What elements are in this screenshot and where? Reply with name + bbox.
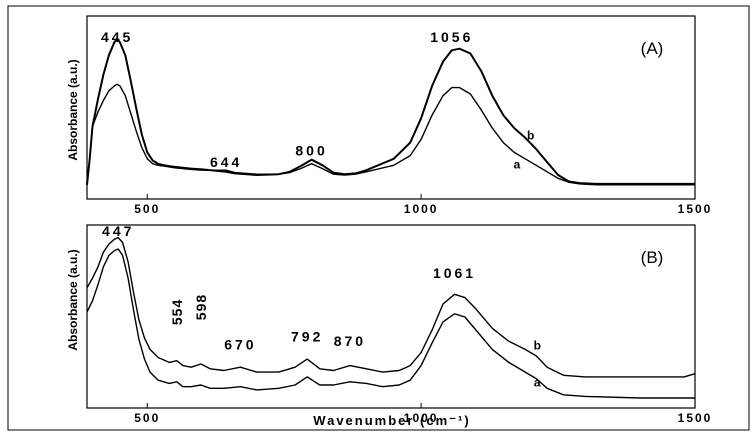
panel-b-x-tick-label-1000: 1000 <box>404 411 439 425</box>
panel-a-x-ticks: 500 1000 1500 <box>134 194 713 216</box>
panel-a-label: (A) <box>641 39 664 58</box>
panel-a-frame <box>86 15 696 200</box>
panel-a-y-axis-label: Absorbance (a.u.) <box>66 59 80 160</box>
panel-b-spectrum-b <box>86 236 696 378</box>
panel-a-peak-label-1056: 1056 <box>430 29 473 45</box>
panel-b-series: ba <box>86 236 696 399</box>
panel-a-peak-label-445: 445 <box>101 29 133 45</box>
panel-a-series-label-b: b <box>527 128 534 142</box>
panel-a-series-label-a: a <box>514 158 521 172</box>
x-axis-title: Wavenumber (cm⁻¹) <box>313 413 470 428</box>
panel-a-x-tick-label-500: 500 <box>134 202 160 216</box>
panel-a-x-tick-label-1000: 1000 <box>404 202 439 216</box>
panel-b-series-label-a: a <box>534 376 541 390</box>
panel-b-label: (B) <box>641 248 664 267</box>
panel-b-x-tick-label-500: 500 <box>134 411 160 425</box>
panel-a: (A) Absorbance (a.u.) 500 1000 1500 ba 445… <box>66 15 713 216</box>
panel-a-spectrum-a <box>86 83 695 186</box>
panel-b-peak-label-447: 447 <box>102 223 134 239</box>
panel-b-peak-label-792: 792 <box>291 328 323 344</box>
panel-b-x-tick-label-1500: 1500 <box>678 411 713 425</box>
panel-a-peak-label-644: 644 <box>210 154 242 170</box>
panel-a-series: ba <box>86 38 695 186</box>
panel-b-x-ticks: 500 1000 1500 <box>134 403 713 425</box>
panel-b-peak-label-670: 670 <box>224 336 256 352</box>
panel-a-peak-labels: 445 644 800 1056 <box>101 29 473 170</box>
panel-a-spectrum-b <box>86 38 695 185</box>
panel-b-peak-label-554: 554 <box>169 299 185 325</box>
panel-b-peak-label-598: 598 <box>193 294 209 320</box>
panel-a-x-tick-label-1500: 1500 <box>678 202 713 216</box>
figure-border <box>7 5 750 431</box>
panel-b-y-axis-label: Absorbance (a.u.) <box>66 249 80 350</box>
panel-b: (B) Absorbance (a.u.) 500 1000 1500 ba 447… <box>66 223 713 425</box>
panel-b-peak-labels: 447 554 598 670 792 870 1061 <box>102 223 476 352</box>
panel-b-frame <box>86 224 696 409</box>
panel-b-peak-label-1061: 1061 <box>433 265 476 281</box>
panel-b-series-label-b: b <box>534 338 541 352</box>
panel-b-spectrum-a <box>86 248 695 399</box>
panel-a-peak-label-800: 800 <box>295 143 327 159</box>
panel-b-peak-label-870: 870 <box>334 333 366 349</box>
